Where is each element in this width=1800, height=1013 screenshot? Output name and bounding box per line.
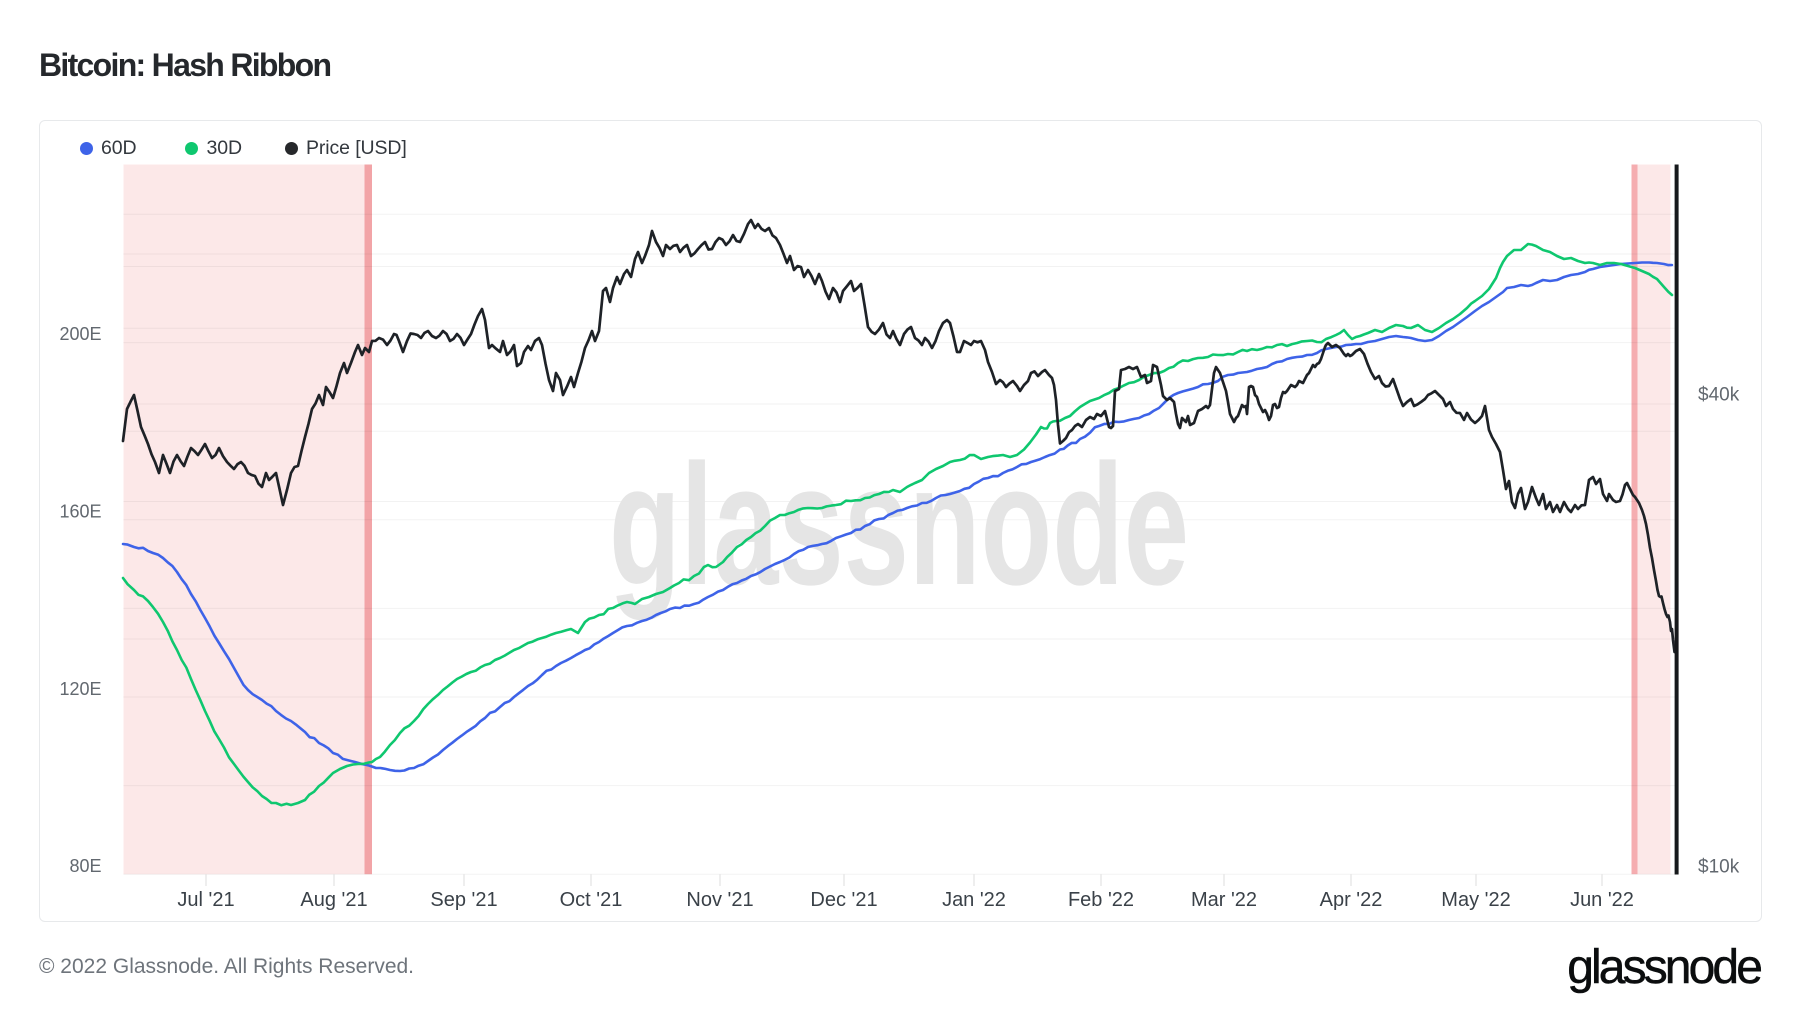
svg-text:Apr '22: Apr '22 (1320, 889, 1383, 911)
svg-text:$40k: $40k (1698, 385, 1740, 406)
svg-text:Aug '21: Aug '21 (300, 889, 367, 911)
svg-text:May '22: May '22 (1441, 889, 1510, 911)
svg-text:120E: 120E (59, 679, 101, 699)
svg-text:Feb '22: Feb '22 (1068, 889, 1134, 911)
svg-text:glassnode: glassnode (609, 429, 1189, 621)
svg-text:Sep '21: Sep '21 (430, 889, 497, 911)
svg-text:80E: 80E (69, 856, 101, 876)
svg-text:Mar '22: Mar '22 (1191, 889, 1257, 911)
svg-text:$10k: $10k (1698, 857, 1740, 878)
svg-text:Oct '21: Oct '21 (560, 889, 623, 911)
svg-text:Dec '21: Dec '21 (810, 889, 877, 911)
svg-text:200E: 200E (59, 324, 101, 344)
svg-text:Nov '21: Nov '21 (686, 889, 753, 911)
svg-text:Jan '22: Jan '22 (942, 889, 1006, 911)
svg-text:160E: 160E (59, 501, 101, 521)
svg-text:Jul '21: Jul '21 (177, 889, 234, 911)
svg-text:Jun '22: Jun '22 (1570, 889, 1634, 911)
